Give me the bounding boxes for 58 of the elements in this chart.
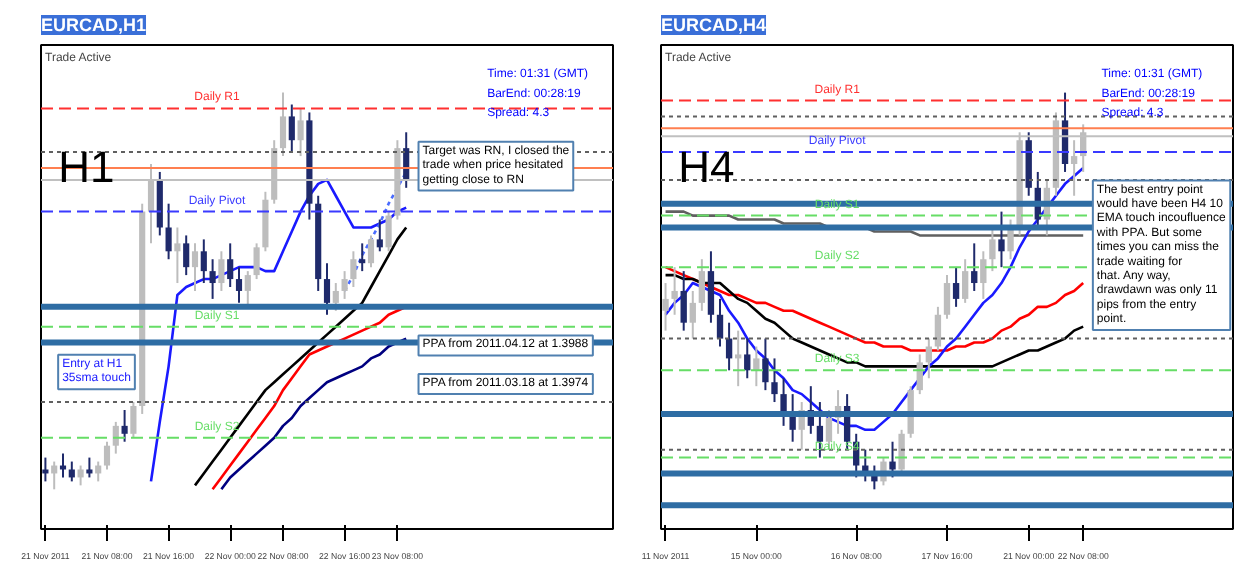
candlestick <box>86 456 93 479</box>
candlestick <box>165 202 172 261</box>
chart-title: EURCAD,H1 <box>41 15 147 35</box>
candlestick <box>235 266 243 304</box>
candlestick <box>244 270 251 308</box>
candlestick <box>359 242 366 273</box>
annotation: H4 <box>678 141 735 192</box>
candlestick <box>297 107 304 158</box>
candlestick <box>367 234 375 269</box>
candlestick <box>68 460 75 483</box>
candlestick <box>698 258 706 312</box>
candlestick <box>288 103 295 154</box>
candlestick <box>200 238 207 285</box>
candlestick <box>103 440 111 471</box>
candlestick <box>744 337 751 380</box>
candlestick <box>376 218 383 253</box>
candlestick <box>707 250 715 324</box>
candlestick <box>689 289 696 340</box>
candlestick <box>980 250 987 300</box>
candlestick <box>341 270 348 300</box>
candlestick <box>780 377 787 427</box>
candlestick <box>42 456 49 483</box>
candlestick <box>961 258 969 304</box>
candlestick <box>77 464 84 487</box>
candlestick <box>332 282 339 312</box>
candlestick <box>227 242 234 288</box>
candlestick <box>680 270 687 332</box>
candlestick <box>262 190 269 253</box>
candlestick <box>385 210 392 253</box>
candlestick <box>716 297 724 348</box>
candlestick <box>771 357 778 404</box>
candlestick <box>789 393 796 443</box>
candlestick <box>952 266 960 308</box>
candlestick <box>1007 218 1014 261</box>
candlestick <box>183 234 190 277</box>
candlestick <box>662 282 669 332</box>
candlestick <box>218 250 225 292</box>
candlestick <box>121 408 128 443</box>
candlestick <box>934 305 942 352</box>
candlestick <box>671 266 678 316</box>
candlestick <box>253 242 260 281</box>
candlestick <box>130 401 137 439</box>
candlestick <box>323 262 331 316</box>
candlestick <box>156 170 163 237</box>
candlestick <box>350 250 357 288</box>
candlestick <box>998 210 1005 269</box>
candlestick <box>735 329 742 388</box>
candlestick <box>753 345 760 388</box>
candlestick <box>943 274 951 320</box>
candlestick <box>174 226 181 285</box>
candlestick <box>279 91 287 158</box>
candlestick <box>989 226 996 273</box>
chart-title: EURCAD,H4 <box>661 15 767 35</box>
candlestick <box>209 258 216 300</box>
candlestick <box>889 440 896 479</box>
candlestick <box>762 337 769 392</box>
candlestick <box>971 242 978 292</box>
candlestick <box>191 242 199 292</box>
